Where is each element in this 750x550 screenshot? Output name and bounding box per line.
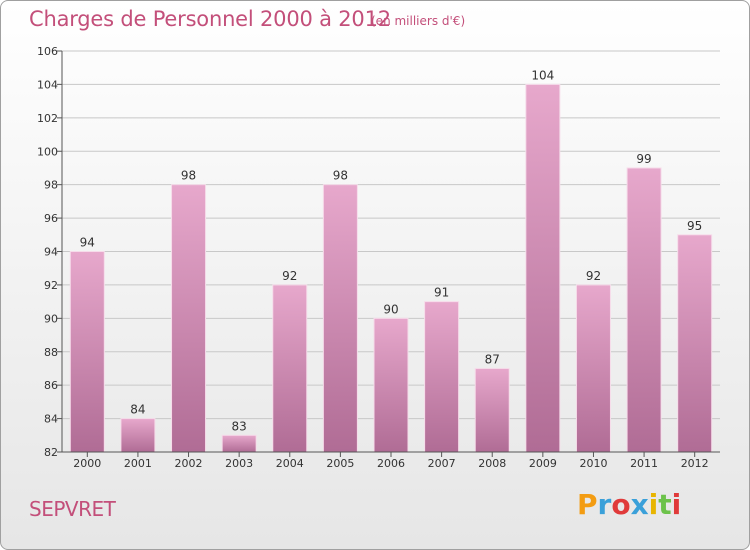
x-tick-label: 2001 — [124, 457, 152, 470]
x-tick-label: 2003 — [225, 457, 253, 470]
x-tick-label: 2007 — [428, 457, 456, 470]
x-tick-label: 2011 — [630, 457, 658, 470]
value-label: 91 — [434, 286, 449, 300]
bar-2008 — [474, 367, 510, 453]
value-label: 94 — [80, 236, 95, 250]
y-tick-label: 84 — [44, 413, 58, 426]
x-tick-label: 2002 — [175, 457, 203, 470]
y-tick-label: 86 — [44, 379, 58, 392]
x-tick-label: 2004 — [276, 457, 304, 470]
logo-letter: i — [648, 488, 659, 521]
chart-subtitle: (en milliers d'€) — [371, 14, 466, 28]
logo-letter: P — [577, 488, 598, 521]
x-tick-label: 2012 — [681, 457, 709, 470]
bar-2007 — [424, 301, 460, 453]
value-label: 92 — [282, 269, 297, 283]
bar-2012 — [677, 234, 713, 453]
y-tick-label: 90 — [44, 312, 58, 325]
value-label: 99 — [636, 152, 651, 166]
y-tick-label: 92 — [44, 279, 58, 292]
y-tick-label: 82 — [44, 446, 58, 459]
value-label: 90 — [383, 302, 398, 316]
x-tick-label: 2006 — [377, 457, 405, 470]
bar-2006 — [373, 317, 409, 453]
bar-2003 — [221, 434, 257, 453]
bar-2001 — [120, 418, 156, 453]
x-tick-label: 2008 — [478, 457, 506, 470]
bars: 94 84 98 83 92 98 90 91 87 104 92 99 95 — [69, 68, 713, 453]
chart-title: Charges de Personnel 2000 à 2012 — [29, 7, 391, 31]
x-tick-label: 2005 — [326, 457, 354, 470]
value-label: 104 — [531, 68, 554, 82]
x-tick-label: 2000 — [73, 457, 101, 470]
y-tick-label: 98 — [44, 179, 58, 192]
value-label: 83 — [232, 419, 247, 433]
logo-letter: r — [597, 488, 612, 521]
bar-2011 — [626, 167, 662, 453]
y-tick-label: 96 — [44, 212, 58, 225]
value-label: 84 — [130, 403, 145, 417]
axes: 82 84 86 88 90 92 94 96 98 100 102 104 106 2000 2001 20… — [37, 45, 720, 470]
bar-2004 — [272, 284, 308, 453]
logo-letter: o — [611, 488, 631, 521]
x-tick-label: 2010 — [579, 457, 607, 470]
y-tick-label: 102 — [37, 112, 58, 125]
y-tick-label: 104 — [37, 78, 58, 91]
logo-letter: i — [671, 488, 682, 521]
logo-letter: x — [630, 488, 649, 521]
value-label: 98 — [333, 169, 348, 183]
y-tick-label: 88 — [44, 346, 58, 359]
bar-2009 — [525, 83, 561, 453]
value-label: 92 — [586, 269, 601, 283]
x-tick-label: 2009 — [529, 457, 557, 470]
bar-2000 — [69, 251, 105, 453]
value-label: 95 — [687, 219, 702, 233]
place-name: SEPVRET — [29, 497, 116, 521]
value-label: 98 — [181, 169, 196, 183]
y-tick-label: 100 — [37, 145, 58, 158]
logo-letter: t — [658, 488, 672, 521]
value-label: 87 — [485, 352, 500, 366]
y-tick-label: 106 — [37, 45, 58, 58]
y-tick-label: 94 — [44, 246, 58, 259]
bar-2010 — [575, 284, 611, 453]
proxiti-logo[interactable]: Proxiti — [577, 488, 681, 521]
bar-2002 — [171, 184, 207, 453]
bar-2005 — [322, 184, 358, 453]
